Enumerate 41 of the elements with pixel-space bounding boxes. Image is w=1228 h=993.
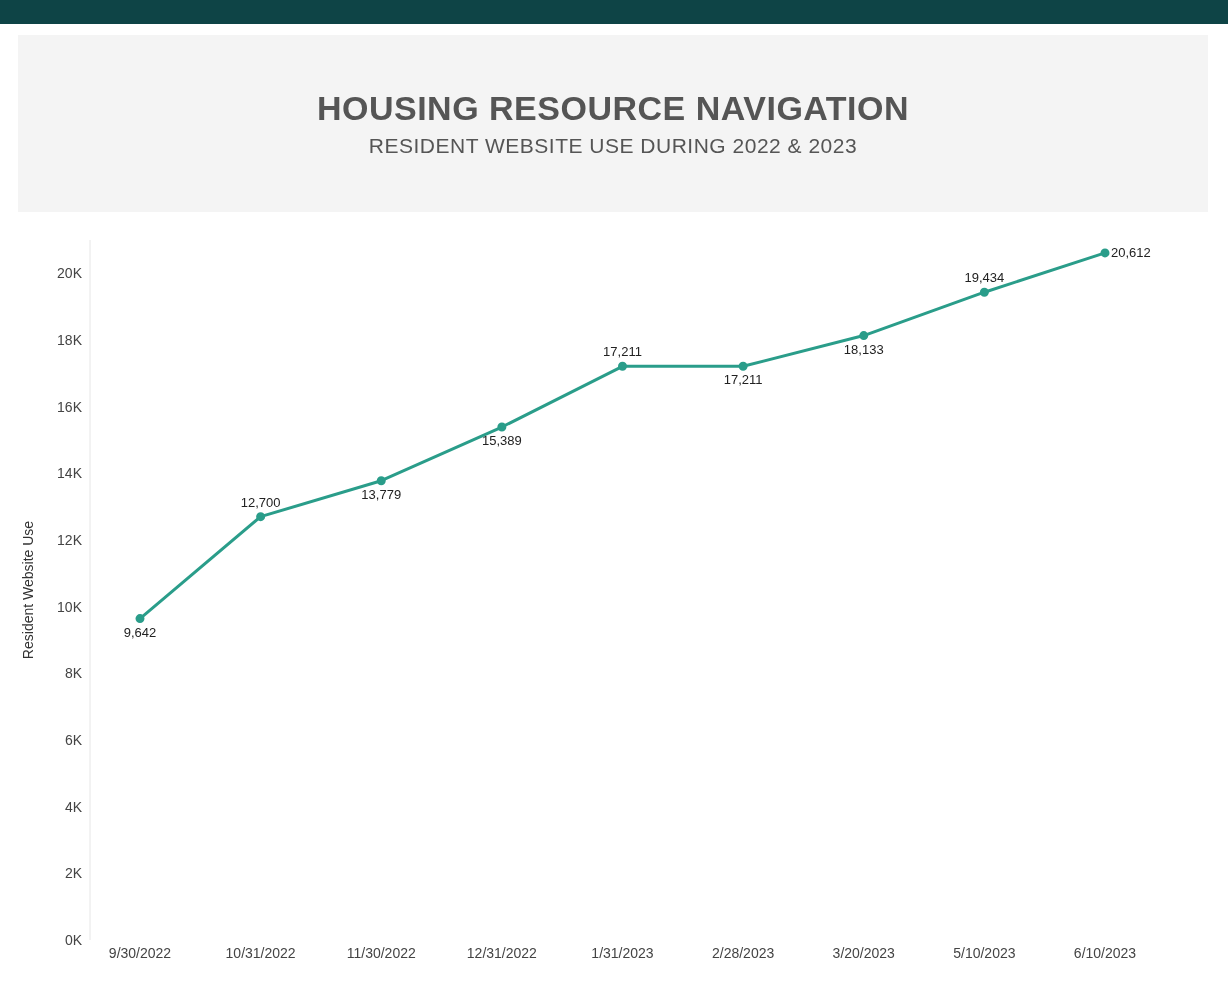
data-label: 17,211 [723, 372, 763, 388]
x-tick-label: 9/30/2022 [108, 944, 172, 961]
y-axis-title: Resident Website Use [19, 520, 36, 660]
y-tick-label: 2K [64, 865, 83, 882]
x-tick-label: 1/31/2023 [591, 944, 654, 961]
y-tick-label: 14K [57, 465, 83, 482]
point [376, 476, 386, 486]
point [859, 331, 869, 341]
point [738, 361, 748, 371]
data-label: 19,434 [964, 270, 1005, 286]
point [497, 422, 507, 432]
point [618, 361, 627, 371]
x-tick-label: 10/31/2022 [225, 944, 296, 961]
x-tick-label: 6/10/2023 [1073, 944, 1137, 961]
y-tick-label: 16K [57, 398, 83, 415]
y-tick-label: 18K [57, 331, 83, 348]
data-label: 18,133 [843, 341, 884, 357]
y-tick-label: 10K [57, 598, 83, 615]
data-label: 9,642 [123, 624, 157, 640]
data-label: 20,612 [1111, 244, 1151, 260]
x-tick-label: 12/31/2022 [466, 944, 538, 961]
y-tick-label: 6K [64, 731, 83, 748]
y-tick-label: 4K [64, 798, 83, 815]
chart-title: HOUSING RESOURCE NAVIGATION [315, 89, 911, 128]
y-tick-label: 12K [57, 531, 83, 548]
x-tick-label: 5/10/2023 [953, 944, 1016, 961]
point [135, 614, 145, 624]
data-label: 12,700 [240, 494, 281, 510]
point [979, 287, 989, 297]
y-tick-label: 20K [57, 265, 83, 282]
x-tick-label: 11/30/2022 [346, 944, 416, 961]
y-tick-label: 8K [64, 665, 83, 682]
point [256, 512, 266, 522]
chart-subtitle: RESIDENT WEBSITE USE DURING 2022 & 2023 [367, 134, 859, 158]
data-label: 17,211 [603, 344, 642, 360]
x-tick-label: 2/28/2023 [711, 944, 775, 961]
point [1100, 248, 1110, 258]
data-label: 13,779 [361, 486, 402, 502]
x-tick-label: 3/20/2023 [832, 944, 896, 961]
y-tick-label: 0K [64, 931, 83, 948]
data-label: 15,389 [481, 433, 522, 449]
